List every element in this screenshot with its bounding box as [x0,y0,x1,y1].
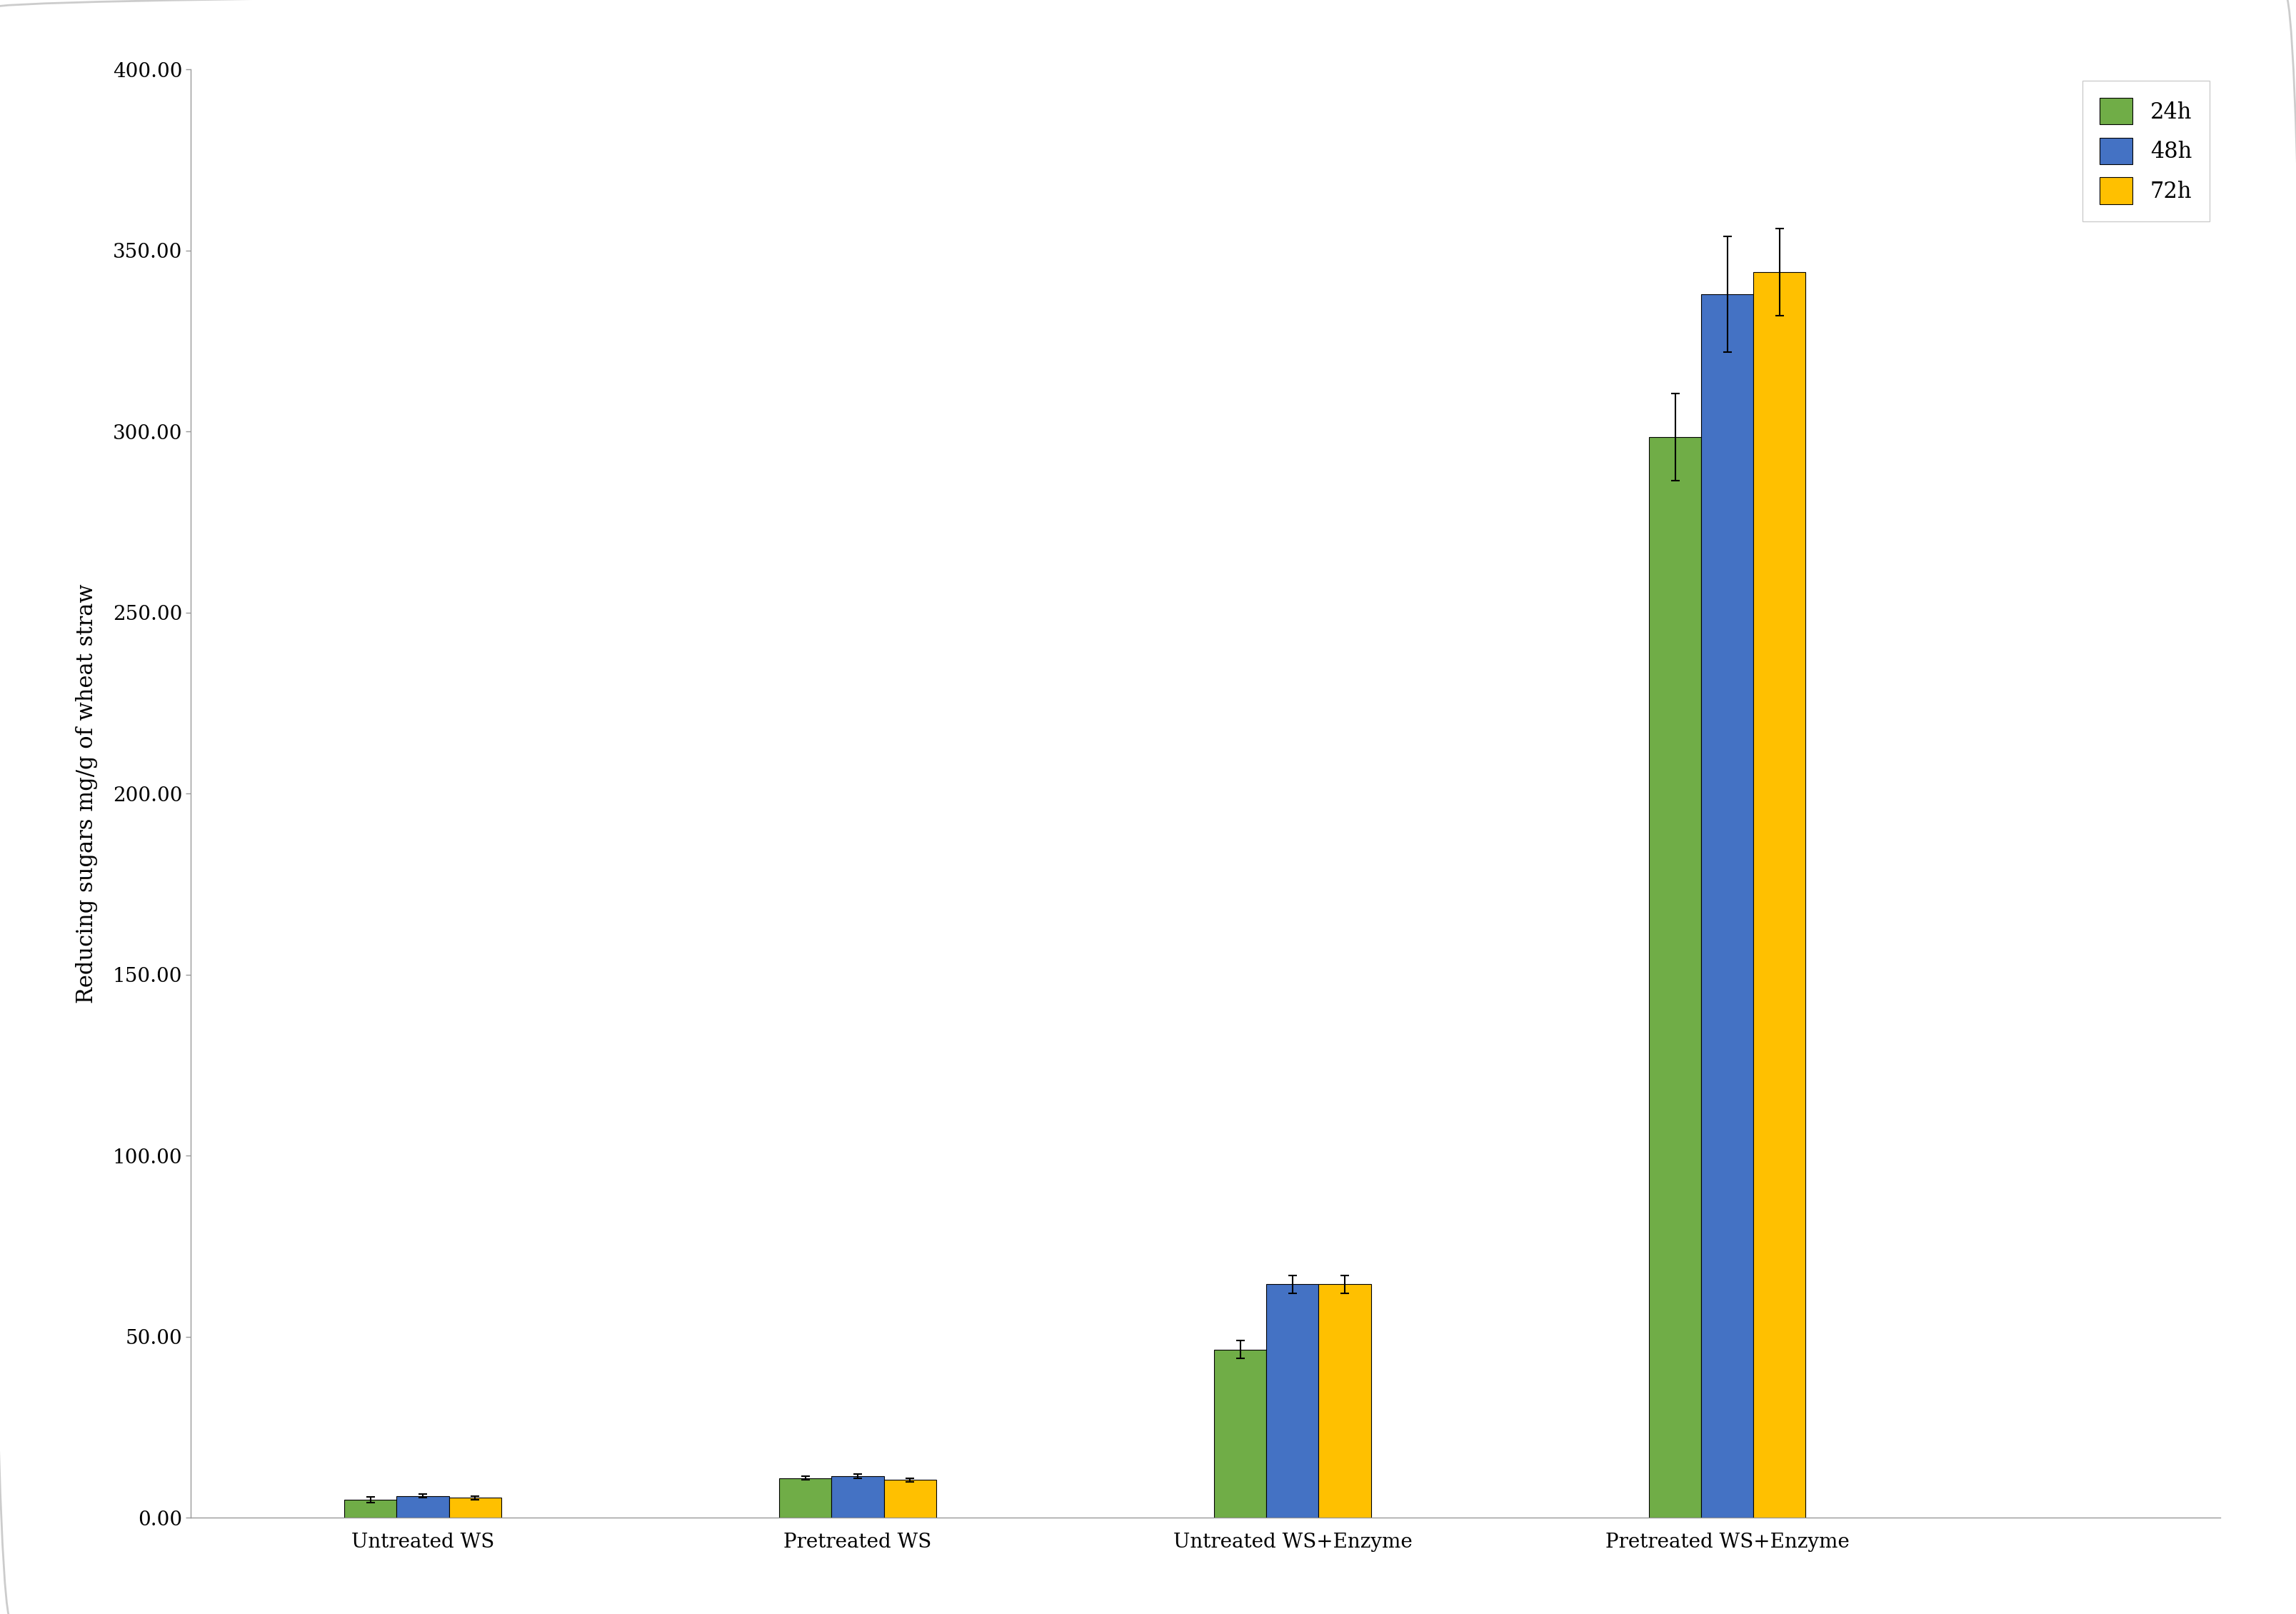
Bar [1215,1349,1267,1517]
Y-axis label: Reducing sugars mg/g of wheat straw: Reducing sugars mg/g of wheat straw [76,584,99,1004]
Bar [831,1477,884,1517]
Bar [450,1498,501,1517]
Bar [397,1496,450,1517]
Bar [884,1480,937,1517]
Bar [344,1499,397,1517]
Legend: 24h, 48h, 72h: 24h, 48h, 72h [2082,81,2209,221]
Bar [1754,273,1805,1517]
Bar [1318,1285,1371,1517]
Bar [1267,1285,1318,1517]
Bar [1701,294,1754,1517]
Bar [778,1478,831,1517]
Bar [1649,437,1701,1517]
